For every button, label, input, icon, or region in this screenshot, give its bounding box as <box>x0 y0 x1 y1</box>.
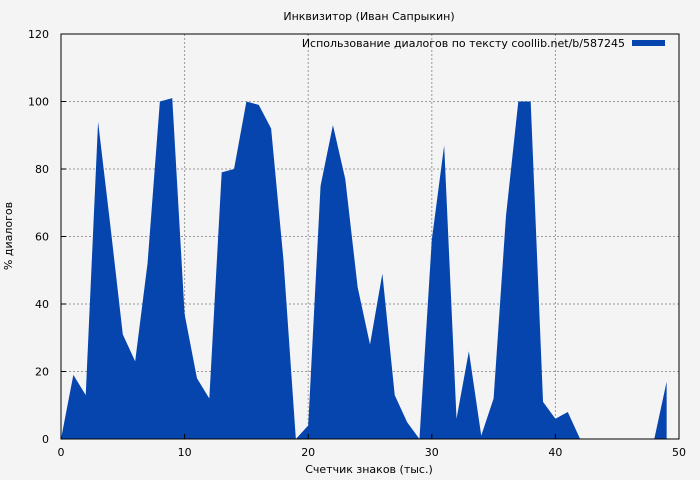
x-axis-label: Счетчик знаков (тыс.) <box>305 463 433 476</box>
legend: Использование диалогов по тексту coollib… <box>302 37 665 50</box>
y-tick-label: 60 <box>35 231 49 244</box>
x-tick-label: 0 <box>58 446 65 459</box>
y-tick-label: 100 <box>28 96 49 109</box>
y-tick-label: 120 <box>28 28 49 41</box>
chart-title: Инквизитор (Иван Сапрыкин) <box>283 10 454 23</box>
y-tick-label: 80 <box>35 163 49 176</box>
x-tick-label: 20 <box>301 446 315 459</box>
legend-label: Использование диалогов по тексту coollib… <box>302 37 625 50</box>
y-tick-label: 20 <box>35 366 49 379</box>
x-tick-label: 50 <box>672 446 686 459</box>
x-axis-ticks: 0 10 20 30 40 50 <box>58 434 686 459</box>
y-tick-label: 40 <box>35 298 49 311</box>
x-tick-label: 30 <box>425 446 439 459</box>
y-axis-ticks: 0 20 40 60 80 100 120 <box>28 28 66 446</box>
y-axis-label: % диалогов <box>2 202 15 270</box>
area-series <box>61 98 667 439</box>
y-tick-label: 0 <box>42 433 49 446</box>
x-tick-label: 10 <box>178 446 192 459</box>
x-tick-label: 40 <box>548 446 562 459</box>
legend-swatch <box>632 40 665 46</box>
